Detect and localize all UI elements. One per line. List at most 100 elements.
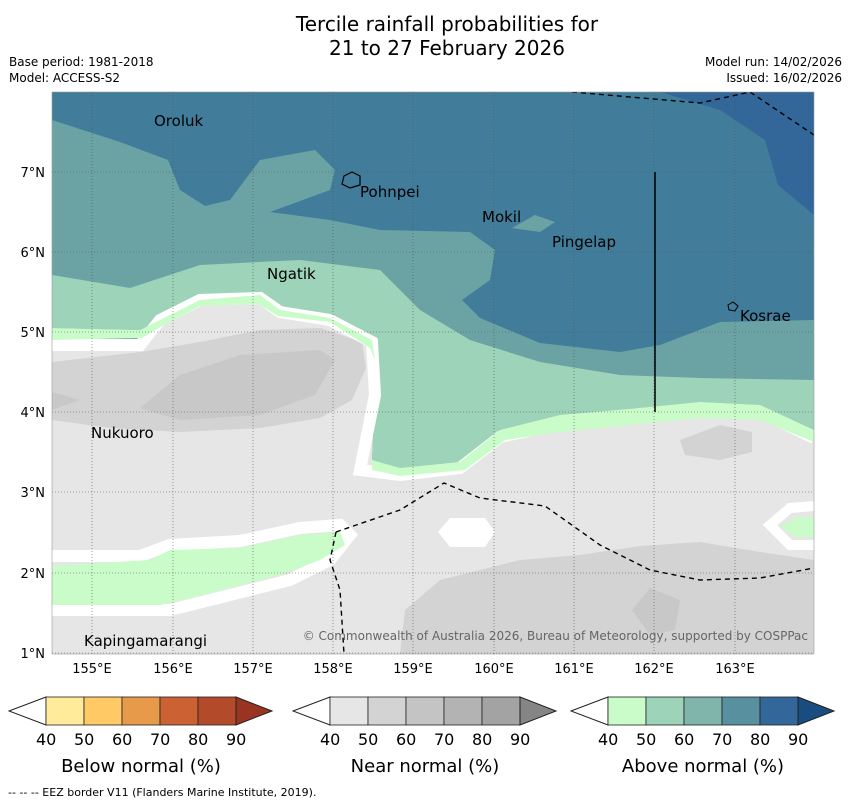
x-tick-label: 156°E	[153, 662, 193, 677]
map-title: Tercile rainfall probabilities for 21 to…	[0, 12, 850, 60]
copyright-notice: © Commonwealth of Australia 2026, Bureau…	[303, 629, 808, 643]
colorbar-below-tick: 60	[112, 730, 133, 749]
colorbar-below-cell-50	[83, 696, 123, 726]
above-40-region-south	[52, 532, 345, 605]
strip-east	[762, 501, 814, 550]
y-tick-label: 7°N	[21, 166, 46, 181]
colorbar-near-tick: 90	[510, 730, 531, 749]
colorbar-near-tick: 70	[434, 730, 455, 749]
place-labels: Oroluk Pohnpei Mokil Pingelap Ngatik Kos…	[84, 112, 791, 650]
colorbar-near-low-arrow	[292, 696, 331, 726]
y-tick-label: 3°N	[21, 486, 46, 501]
y-tick-label: 2°N	[21, 567, 46, 582]
strip-south	[52, 518, 359, 616]
colorbar-below-cells	[45, 696, 237, 726]
above-60-region-mokil	[512, 215, 555, 232]
colorbar-below-high-arrow	[235, 696, 274, 726]
x-tick-label: 157°E	[233, 662, 273, 677]
place-ngatik: Ngatik	[267, 265, 316, 283]
colorbar-near-high-arrow	[519, 696, 558, 726]
near-60-region-west	[140, 350, 335, 420]
title-line-2: 21 to 27 February 2026	[329, 36, 565, 60]
colorbar-near-tick: 40	[320, 730, 341, 749]
gridlines	[52, 92, 814, 654]
colorbar-below	[8, 696, 274, 726]
colorbar-below-title: Below normal (%)	[61, 756, 221, 777]
colorbar-above	[570, 696, 836, 726]
colorbar-above-tick: 90	[788, 730, 809, 749]
colorbar-below-tick: 90	[226, 730, 247, 749]
colorbar-near	[292, 696, 558, 726]
colorbar-below-tick: 50	[74, 730, 95, 749]
y-axis: 7°N 6°N 5°N 4°N 3°N 2°N 1°N	[21, 166, 46, 662]
place-oroluk: Oroluk	[154, 112, 203, 130]
colorbar-above-high-arrow	[797, 696, 836, 726]
eez-border-west	[329, 531, 345, 654]
place-pingelap: Pingelap	[552, 233, 616, 251]
y-tick-label: 5°N	[21, 326, 46, 341]
colorbar-near-cell-70	[443, 696, 483, 726]
colorbar-above-tick: 50	[636, 730, 657, 749]
colorbar-above-cell-60	[683, 696, 723, 726]
above-40-region-east	[372, 402, 814, 476]
x-tick-label: 163°E	[715, 662, 755, 677]
pohnpei-island-outline	[341, 171, 361, 189]
x-tick-label: 161°E	[554, 662, 594, 677]
above-70-core	[52, 92, 814, 352]
colorbar-below-cell-60	[121, 696, 161, 726]
x-tick-label: 159°E	[393, 662, 433, 677]
x-tick-label: 162°E	[634, 662, 674, 677]
y-tick-label: 4°N	[21, 406, 46, 421]
base-period: Base period: 1981-2018	[9, 55, 154, 69]
colorbar-near-tick: 80	[472, 730, 493, 749]
colorbar-above-cells	[607, 696, 799, 726]
colorbar-above-tick: 40	[598, 730, 619, 749]
colorbar-below-tick: 80	[188, 730, 209, 749]
x-tick-label: 160°E	[474, 662, 514, 677]
colorbar-above-low-arrow	[570, 696, 609, 726]
colorbar-below-tick: 70	[150, 730, 171, 749]
colorbar-above-tick: 80	[750, 730, 771, 749]
title-line-1: Tercile rainfall probabilities for	[295, 12, 599, 36]
above-80-region	[660, 92, 814, 215]
colorbar-below-tick: 40	[36, 730, 57, 749]
colorbar-above-title: Above normal (%)	[621, 756, 785, 777]
x-tick-label: 155°E	[72, 662, 112, 677]
eez-borders	[329, 92, 814, 654]
colorbar-below-cell-40	[45, 696, 85, 726]
x-tick-label: 158°E	[313, 662, 353, 677]
eez-border-south	[335, 482, 814, 581]
colorbar-near-cell-50	[367, 696, 407, 726]
place-nukuoro: Nukuoro	[91, 424, 154, 442]
y-tick-label: 1°N	[21, 647, 46, 662]
place-mokil: Mokil	[482, 208, 521, 226]
near-50-region-east	[680, 425, 752, 460]
issued-date: Issued: 16/02/2026	[726, 71, 842, 85]
near-50-region-south	[400, 542, 814, 654]
near-60-region-nw	[52, 392, 80, 410]
meta-right: Model run: 14/02/2026 Issued: 16/02/2026	[705, 54, 842, 86]
place-kapingamarangi: Kapingamarangi	[84, 632, 207, 650]
eez-border-north	[571, 92, 814, 136]
meta-left: Base period: 1981-2018 Model: ACCESS-S2	[9, 54, 154, 86]
y-tick-label: 6°N	[21, 246, 46, 261]
colorbar-near-tick: 50	[358, 730, 379, 749]
colorbar-above-cell-80	[759, 696, 799, 726]
colorbar-above-cell-40	[607, 696, 647, 726]
probability-field	[52, 92, 814, 654]
colorbar-near-cell-80	[481, 696, 521, 726]
colorbar-above-tick: 70	[712, 730, 733, 749]
colorbar-below-cell-80	[197, 696, 237, 726]
colorbar-above-tick: 60	[674, 730, 695, 749]
colorbar-above-cell-50	[645, 696, 685, 726]
colorbar-below-low-arrow	[8, 696, 47, 726]
colorbar-near-cell-40	[329, 696, 369, 726]
eez-legend-note: -- -- -- EEZ border V11 (Flanders Marine…	[8, 786, 317, 799]
place-kosrae: Kosrae	[740, 307, 791, 325]
near-60-region-south	[632, 588, 680, 635]
colorbar-near-tick: 60	[396, 730, 417, 749]
place-pohnpei: Pohnpei	[360, 183, 420, 201]
colorbar-below-cell-70	[159, 696, 199, 726]
map-frame	[51, 91, 815, 655]
